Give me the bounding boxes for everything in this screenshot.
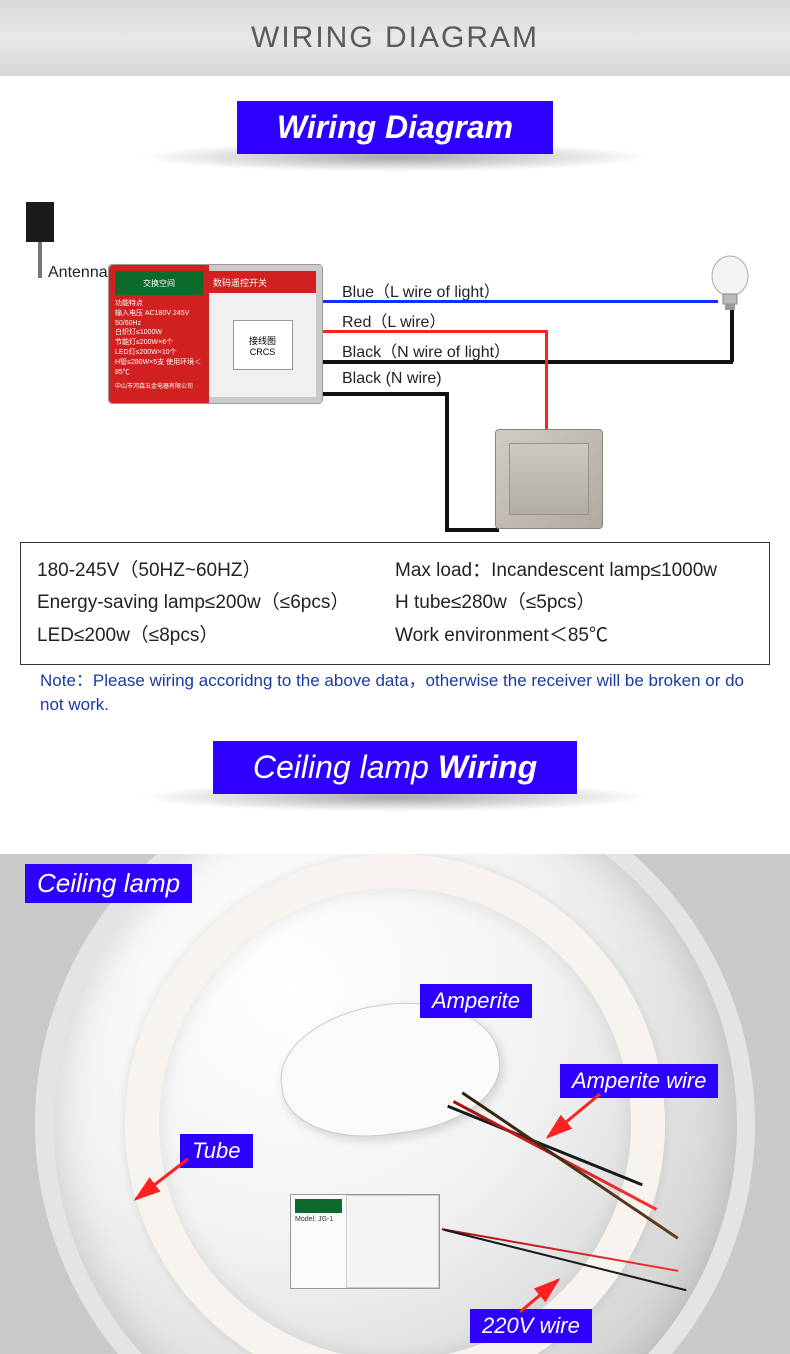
antenna-icon	[26, 202, 54, 242]
receiver-crcs-wrap: 接线图 CRCS	[209, 293, 316, 397]
wiring-diagram: Antenna 交换空间 功能特点 输入电压 AC180V 245V 50/60…	[0, 174, 790, 534]
arrow-220v	[510, 1274, 570, 1324]
wire-label-black-n: Black (N wire)	[342, 370, 442, 388]
wire-label-black-light: Black（N wire of light）	[342, 338, 510, 362]
receiver-title: 数码遥控开关	[209, 271, 316, 293]
receiver-spec-line: 白炽灯≤1000W	[115, 328, 203, 338]
mini-receiver-label: Model: JG-1	[291, 1195, 346, 1288]
receiver-spec-line: 功能特点	[115, 299, 203, 309]
receiver-title-cn: 数码遥控开关	[213, 276, 267, 289]
receiver-spec-line: LED灯≤200W×10个	[115, 348, 203, 358]
wire-blue	[323, 300, 718, 303]
receiver-diag-panel: 数码遥控开关 接线图 CRCS	[209, 265, 322, 403]
spec-col-right: Max load：Incandescent lamp≤1000w H tube≤…	[395, 555, 753, 652]
receiver-box: 交换空间 功能特点 输入电压 AC180V 245V 50/60Hz 白炽灯≤1…	[108, 264, 323, 404]
spec-note: Note：Please wiring accoridng to the abov…	[40, 669, 750, 717]
wire-label-red: Red（L wire）	[342, 308, 445, 332]
ceiling-lamp-photo: Model: JG-1 Ceiling lamp Amperite Amperi…	[0, 854, 790, 1354]
wire-label-blue: Blue（L wire of light）	[342, 278, 500, 302]
mini-receiver: Model: JG-1	[290, 1194, 440, 1289]
spec-table: 180-245V（50HZ~60HZ） Energy-saving lamp≤2…	[20, 542, 770, 665]
spec-row: H tube≤280w（≤5pcs）	[395, 587, 753, 619]
receiver-footer: 中山市河森五金电器有限公司	[115, 381, 203, 390]
spec-row: LED≤200w（≤8pcs）	[37, 620, 395, 652]
wire-black-n-h	[323, 392, 449, 396]
receiver-crcs: 接线图 CRCS	[233, 320, 293, 370]
antenna-label: Antenna	[48, 264, 108, 282]
receiver-spec-line: 节能灯≤200W×6个	[115, 338, 203, 348]
arrow-tube	[128, 1154, 198, 1214]
bulb-icon	[705, 254, 755, 319]
wall-switch-inner	[509, 443, 589, 515]
callout-ceiling-lamp: Ceiling lamp	[25, 864, 192, 903]
spec-row: Max load：Incandescent lamp≤1000w	[395, 555, 753, 587]
receiver-brand: 交换空间	[115, 271, 203, 295]
receiver-spec-line: H管≤280W×5支 使用环境＜85℃	[115, 358, 203, 378]
section1-title: Wiring Diagram	[237, 101, 553, 154]
wire-black-n-v	[445, 392, 449, 532]
wire-black-n-h2	[445, 528, 499, 532]
mini-receiver-diag	[346, 1195, 439, 1288]
wire-red-v	[545, 330, 548, 430]
spec-row: 180-245V（50HZ~60HZ）	[37, 555, 395, 587]
section2-title-p1: Ceiling lamp	[253, 749, 438, 785]
wire-black-light	[323, 360, 733, 364]
callout-amperite: Amperite	[420, 984, 532, 1018]
section2-title-wrap: Ceiling lamp Wiring	[0, 741, 790, 794]
spec-row: Energy-saving lamp≤200w（≤6pcs）	[37, 587, 395, 619]
wall-switch	[495, 429, 603, 529]
arrow-amperite-wire	[540, 1089, 610, 1154]
crcs-label: 接线图 CRCS	[249, 334, 276, 357]
page-header: WIRING DIAGRAM	[0, 0, 790, 76]
spec-row: Work environment＜85℃	[395, 620, 753, 652]
page-header-title: WIRING DIAGRAM	[251, 21, 539, 55]
wire-red	[323, 330, 548, 333]
section1-title-wrap: Wiring Diagram	[0, 101, 790, 154]
mini-receiver-model: Model: JG-1	[295, 1216, 342, 1223]
antenna-wire	[38, 242, 42, 278]
receiver-spec-line: 输入电压 AC180V 245V 50/60Hz	[115, 309, 203, 329]
section2-title-p2: Wiring	[438, 749, 537, 785]
receiver-label-panel: 交换空间 功能特点 输入电压 AC180V 245V 50/60Hz 白炽灯≤1…	[109, 265, 209, 403]
spec-col-left: 180-245V（50HZ~60HZ） Energy-saving lamp≤2…	[37, 555, 395, 652]
section2-title: Ceiling lamp Wiring	[213, 741, 577, 794]
